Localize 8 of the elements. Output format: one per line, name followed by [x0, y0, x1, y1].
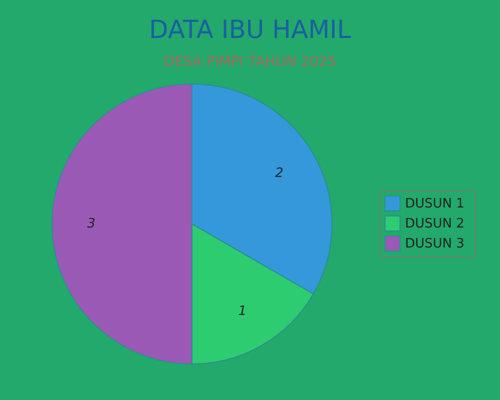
legend-label: DUSUN 1 — [405, 196, 464, 212]
chart-subtitle: DESA PIMPI TAHUN 2025 — [164, 54, 336, 70]
data-label: 1 — [238, 304, 247, 319]
data-label: 3 — [87, 216, 96, 232]
legend-label: DUSUN 2 — [405, 216, 464, 232]
chart-title: DATA IBU HAMIL — [149, 15, 352, 44]
data-label: 2 — [275, 166, 284, 182]
legend-label: DUSUN 3 — [405, 236, 464, 252]
